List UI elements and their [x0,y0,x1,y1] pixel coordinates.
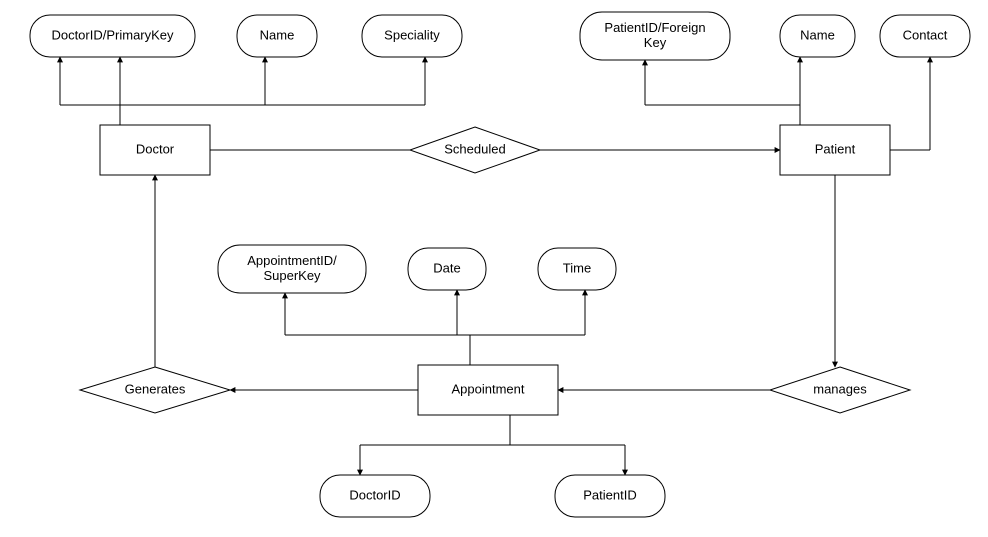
node-entity-appointment: Appointment [418,365,558,415]
node-label-attr-patientid-fk-line0: PatientID/Foreign [604,20,705,35]
node-label-rel-manages: manages [813,381,867,396]
node-label-attr-patientid-fk-line1: Key [644,35,667,50]
node-label-attr-doctor-name: Name [260,27,295,42]
node-attr-time: Time [538,248,616,290]
node-rel-manages: manages [770,367,910,413]
node-attr-date: Date [408,248,486,290]
node-attr-patientid-fk: PatientID/ForeignKey [580,12,730,60]
node-label-attr-appt-doctorid: DoctorID [349,487,400,502]
node-attr-appt-patientid: PatientID [555,475,665,517]
node-label-attr-appt-patientid: PatientID [583,487,636,502]
node-attr-patient-name: Name [780,15,855,57]
node-rel-generates: Generates [80,367,230,413]
node-entity-patient: Patient [780,125,890,175]
node-label-attr-doctorid-pk: DoctorID/PrimaryKey [51,27,174,42]
node-label-attr-contact: Contact [903,27,948,42]
node-attr-speciality: Speciality [362,15,462,57]
node-label-attr-patient-name: Name [800,27,835,42]
node-attr-doctor-name: Name [237,15,317,57]
node-attr-doctorid-pk: DoctorID/PrimaryKey [30,15,195,57]
node-rel-scheduled: Scheduled [410,127,540,173]
node-label-rel-scheduled: Scheduled [444,141,505,156]
node-label-attr-apptid-sk-line0: AppointmentID/ [247,253,337,268]
node-entity-doctor: Doctor [100,125,210,175]
node-label-attr-apptid-sk-line1: SuperKey [263,268,321,283]
node-attr-appt-doctorid: DoctorID [320,475,430,517]
node-attr-contact: Contact [880,15,970,57]
node-label-entity-patient: Patient [815,141,856,156]
node-label-entity-doctor: Doctor [136,141,175,156]
er-diagram-canvas: DoctorID/PrimaryKey Name Speciality Patient… [0,0,988,537]
node-label-attr-date: Date [433,260,460,275]
node-label-attr-time: Time [563,260,591,275]
node-label-attr-speciality: Speciality [384,27,440,42]
node-attr-apptid-sk: AppointmentID/SuperKey [218,245,366,293]
node-label-rel-generates: Generates [125,381,186,396]
node-label-entity-appointment: Appointment [452,381,525,396]
